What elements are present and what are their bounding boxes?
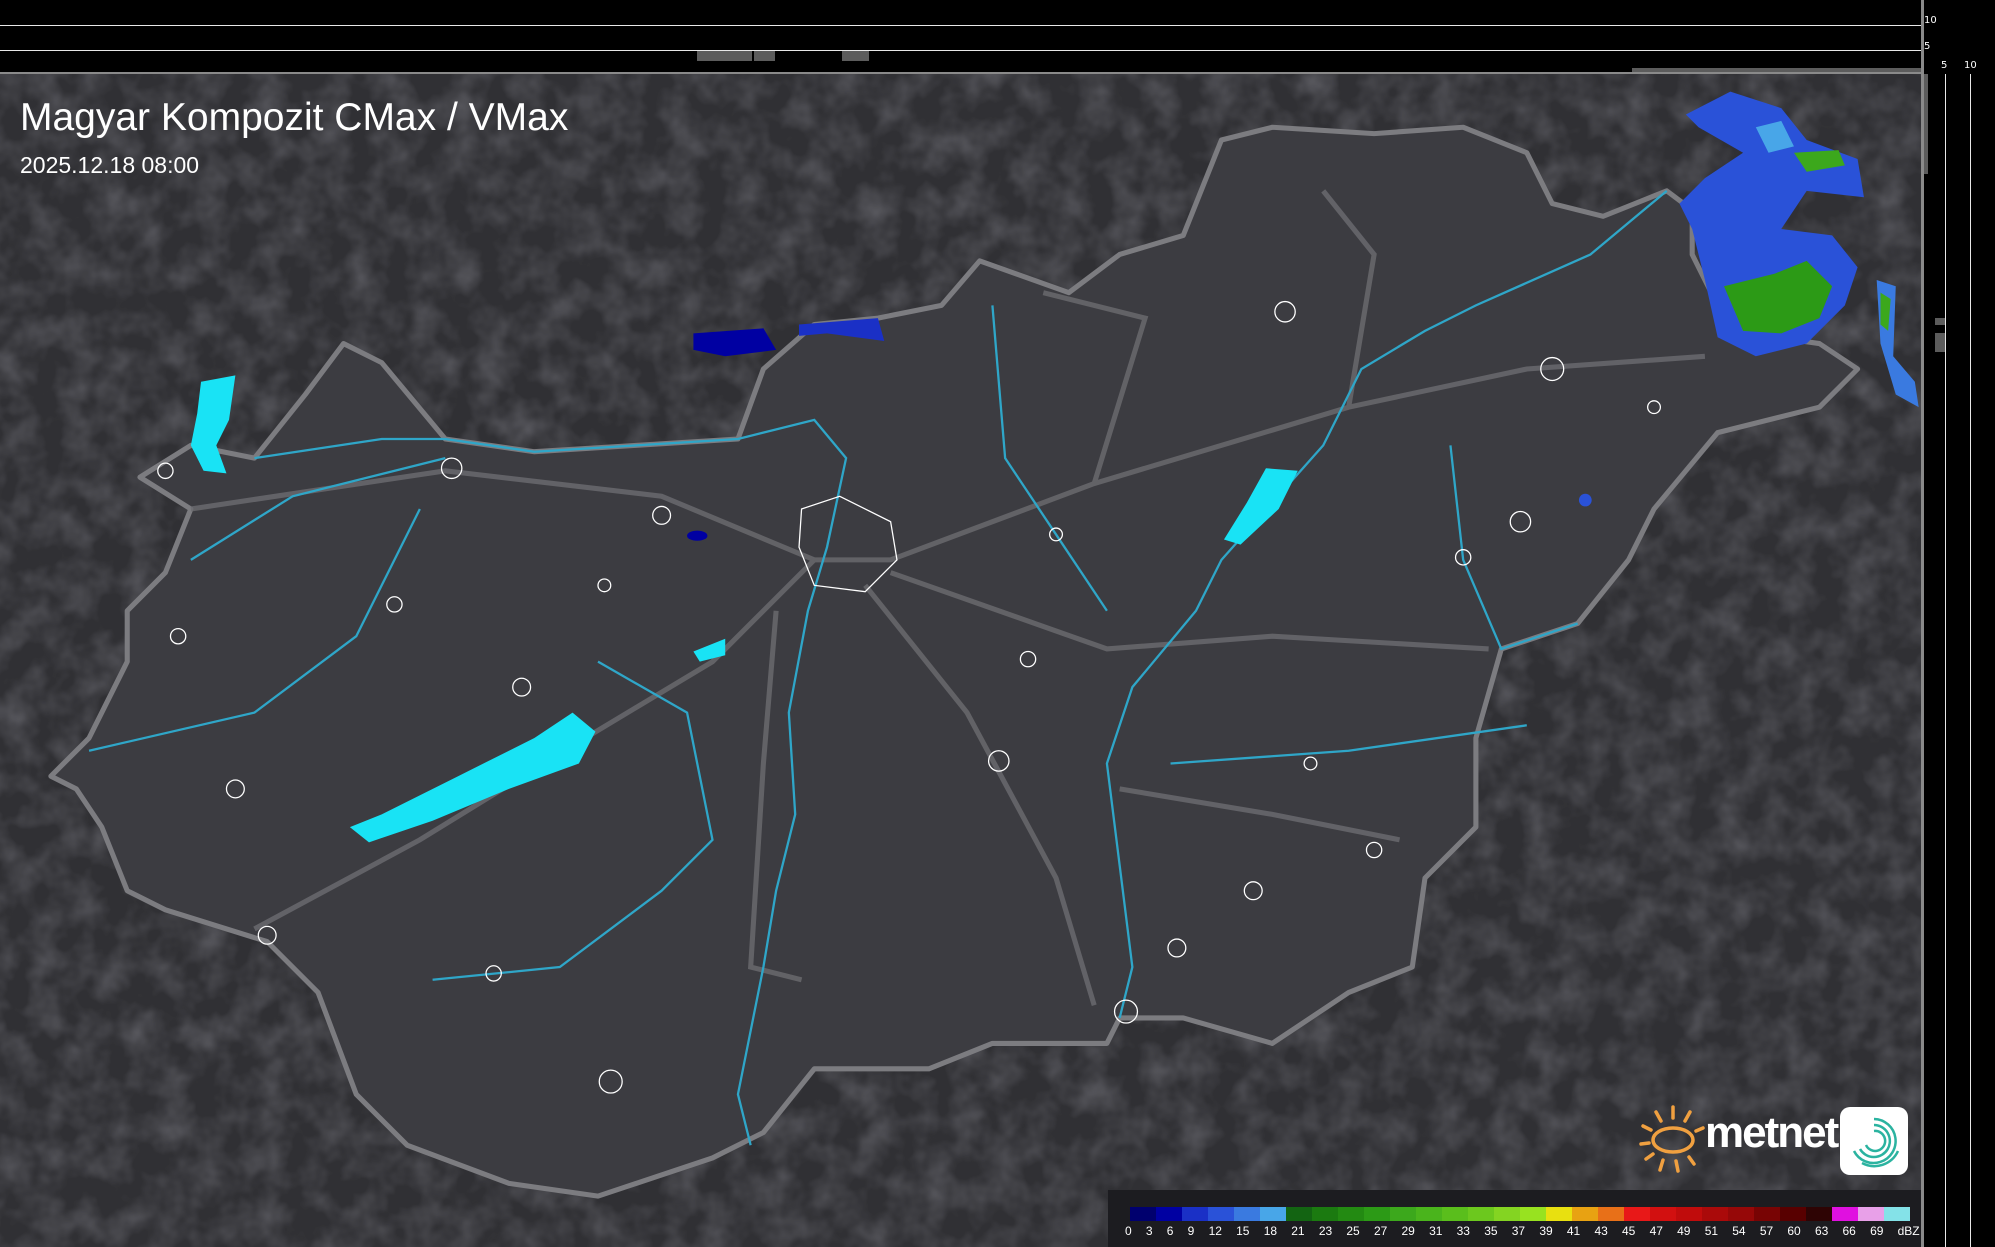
- danube-river: [254, 418, 848, 1146]
- scale-line-10: [1970, 74, 1971, 1247]
- legend-label: 6: [1166, 1224, 1174, 1238]
- metnet-app-icon: [1840, 1107, 1908, 1175]
- legend-label: 43: [1594, 1224, 1608, 1238]
- legend-label: 39: [1539, 1224, 1553, 1238]
- legend-unit: dBZ: [1897, 1224, 1920, 1238]
- top-cross-section-panel: [0, 0, 1921, 74]
- legend-swatch: [1546, 1207, 1572, 1221]
- legend-swatch: [1520, 1207, 1546, 1221]
- legend-label: 49: [1677, 1224, 1691, 1238]
- lake-balaton: [349, 712, 596, 843]
- legend-swatch: [1338, 1207, 1364, 1221]
- scale-label: 5: [1924, 41, 1931, 52]
- legend-label: 23: [1318, 1224, 1333, 1238]
- cross-section-echo: [754, 51, 775, 61]
- legend-label: 35: [1484, 1224, 1498, 1238]
- legend-label: 60: [1787, 1224, 1801, 1238]
- legend-label: 66: [1842, 1224, 1856, 1238]
- legend-label: 27: [1373, 1224, 1388, 1238]
- legend-swatch: [1286, 1207, 1312, 1221]
- legend-label: 54: [1732, 1224, 1746, 1238]
- legend-swatch: [1442, 1207, 1468, 1221]
- right-cross-section-panel: 5 10: [1921, 0, 1995, 1247]
- legend-label: 45: [1622, 1224, 1636, 1238]
- legend-swatch: [1312, 1207, 1338, 1221]
- legend-swatch: [1182, 1207, 1208, 1221]
- scale-line-10: [0, 25, 1921, 26]
- legend-color-bar: [1130, 1207, 1910, 1221]
- legend-label: 3: [1145, 1224, 1153, 1238]
- tisza-river: [1105, 189, 1668, 1019]
- legend-label: 37: [1511, 1224, 1526, 1238]
- legend-swatch: [1156, 1207, 1182, 1221]
- legend-swatch: [1364, 1207, 1390, 1221]
- legend-swatch: [1234, 1207, 1260, 1221]
- legend-swatch: [1468, 1207, 1494, 1221]
- legend-swatch: [1260, 1207, 1286, 1221]
- legend-swatch: [1832, 1207, 1858, 1221]
- legend-label: 69: [1870, 1224, 1884, 1238]
- legend-swatch: [1650, 1207, 1676, 1221]
- cross-section-echo: [1632, 68, 1921, 72]
- legend-label: 31: [1429, 1224, 1443, 1238]
- lake-neusiedl: [190, 375, 236, 474]
- legend-swatch: [1598, 1207, 1624, 1221]
- map-timestamp: 2025.12.18 08:00: [20, 152, 200, 178]
- legend-label: 51: [1704, 1224, 1719, 1238]
- legend-swatch: [1624, 1207, 1650, 1221]
- lake-velence: [693, 638, 726, 662]
- legend-label: 29: [1401, 1224, 1415, 1238]
- legend-swatch: [1702, 1207, 1728, 1221]
- legend-swatch: [1208, 1207, 1234, 1221]
- precipitation-echoes: [687, 91, 1919, 541]
- legend-label: 21: [1291, 1224, 1305, 1238]
- legend-label: 63: [1814, 1224, 1829, 1238]
- legend-swatch: [1728, 1207, 1754, 1221]
- scale-line-5: [0, 50, 1921, 51]
- legend-swatch: [1390, 1207, 1416, 1221]
- scale-line-5: [1945, 74, 1946, 1247]
- settlement-outlines: [157, 300, 1662, 1094]
- lakes: [190, 375, 1298, 843]
- dbz-color-legend: 0 3 6 9 12 15 18 21 23 25 27 29 31 33 35 37 39 41 43 45 47 49…: [1108, 1190, 1921, 1247]
- legend-swatch: [1676, 1207, 1702, 1221]
- map-title: Magyar Kompozit CMax / VMax: [20, 96, 569, 139]
- legend-label: 57: [1759, 1224, 1774, 1238]
- metnet-sun-icon: [1638, 1104, 1708, 1179]
- legend-label: 47: [1649, 1224, 1663, 1238]
- scale-label: 10: [1924, 15, 1937, 26]
- legend-swatch: [1754, 1207, 1780, 1221]
- cross-section-echo: [842, 51, 869, 61]
- legend-swatch: [1806, 1207, 1832, 1221]
- cross-section-echo: [1935, 318, 1945, 325]
- rivers: [88, 189, 1668, 1146]
- legend-label: 41: [1566, 1224, 1581, 1238]
- legend-swatch: [1572, 1207, 1598, 1221]
- scale-label: 10: [1964, 60, 1977, 71]
- cross-section-echo: [697, 51, 752, 61]
- legend-swatch: [1130, 1207, 1156, 1221]
- legend-label: 0: [1125, 1224, 1132, 1238]
- legend-swatch: [1780, 1207, 1806, 1221]
- legend-label: 12: [1208, 1224, 1222, 1238]
- cross-section-echo: [1924, 74, 1928, 174]
- legend-swatch: [1494, 1207, 1520, 1221]
- legend-swatch: [1416, 1207, 1442, 1221]
- legend-swatch: [1884, 1207, 1910, 1221]
- cross-section-echo: [1935, 333, 1945, 352]
- legend-label: 9: [1187, 1224, 1195, 1238]
- legend-label: 25: [1346, 1224, 1360, 1238]
- legend-label: 33: [1456, 1224, 1470, 1238]
- legend-label: 18: [1263, 1224, 1278, 1238]
- metnet-logo-text: metnet: [1705, 1108, 1839, 1157]
- legend-labels: 0 3 6 9 12 15 18 21 23 25 27 29 31 33 35 37 39 41 43 45 47 49…: [1125, 1224, 1920, 1238]
- legend-swatch: [1858, 1207, 1884, 1221]
- scale-label: 5: [1941, 60, 1948, 71]
- legend-label: 15: [1236, 1224, 1250, 1238]
- lake-tisza: [1223, 468, 1298, 545]
